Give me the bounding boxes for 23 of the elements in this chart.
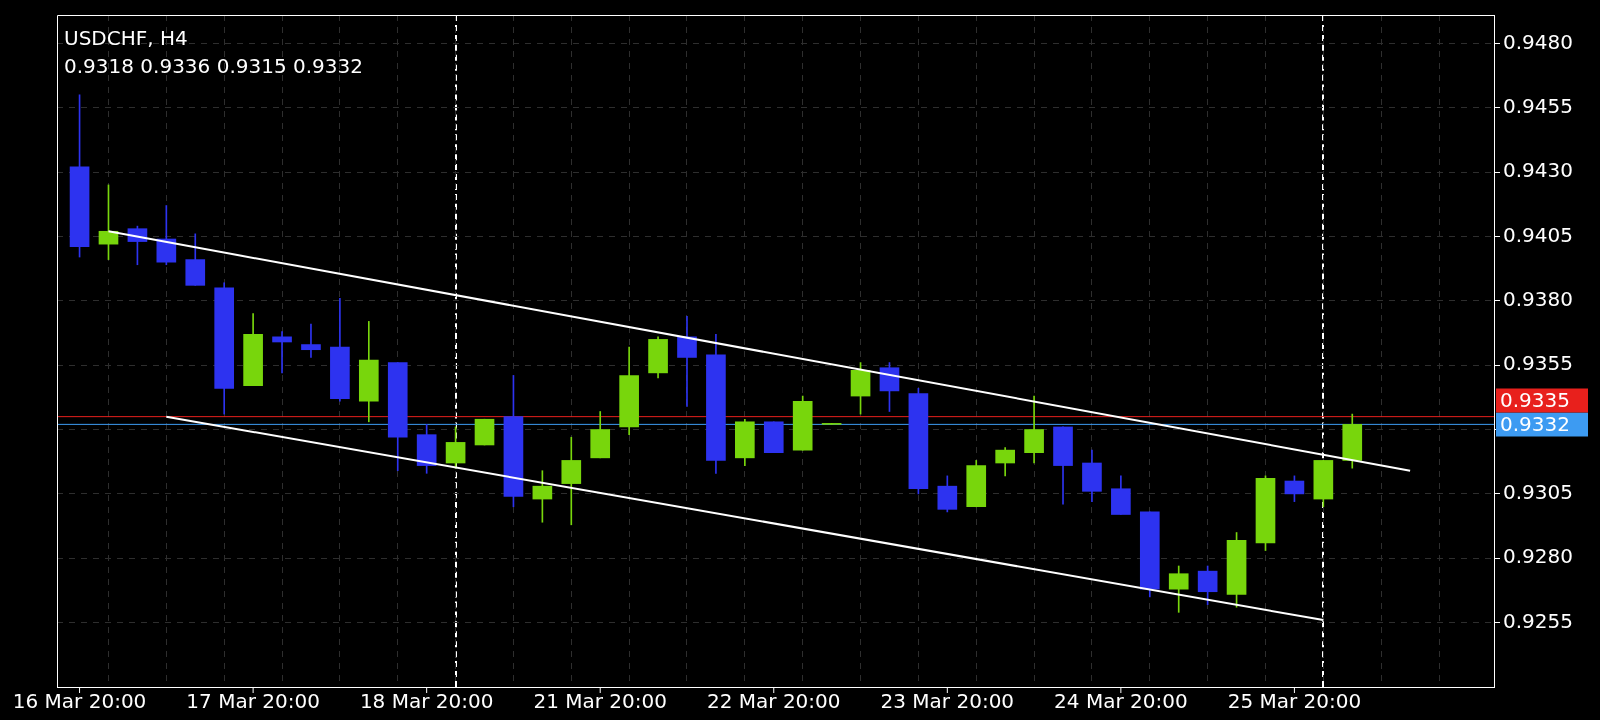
y-tick-label: 0.9280 (1503, 544, 1573, 569)
ref-line-label: 0.9335 (1500, 387, 1570, 412)
y-tick-label: 0.9305 (1503, 480, 1573, 505)
candlestick (677, 315, 697, 407)
y-tick-label: 0.9455 (1503, 93, 1573, 118)
text: 0.9318 0.9336 0.9315 0.9332 (64, 54, 363, 78)
ref-line-label: 0.9332 (1500, 411, 1570, 436)
y-tick-label: 0.9480 (1503, 29, 1573, 54)
x-tick-label: 16 Mar 20:00 (12, 689, 147, 714)
y-tick-label: 0.9255 (1503, 608, 1573, 633)
x-tick-label: 22 Mar 20:00 (706, 689, 841, 714)
x-tick-label: 24 Mar 20:00 (1054, 689, 1188, 714)
text: USDCHF, H4 (64, 26, 188, 50)
x-tick-label: 17 Mar 20:00 (186, 689, 320, 714)
y-tick-label: 0.9405 (1503, 222, 1573, 247)
x-tick-label: 21 Mar 20:00 (533, 689, 667, 714)
candlestick (301, 323, 321, 358)
y-tick-label: 0.9380 (1503, 287, 1573, 311)
x-tick-label: 18 Mar 20:00 (359, 689, 494, 714)
y-tick-label: 0.9355 (1503, 351, 1573, 376)
x-tick-label: 25 Mar 20:00 (1227, 689, 1362, 714)
x-tick-label: 23 Mar 20:00 (880, 689, 1015, 714)
y-tick-label: 0.9430 (1503, 158, 1573, 183)
